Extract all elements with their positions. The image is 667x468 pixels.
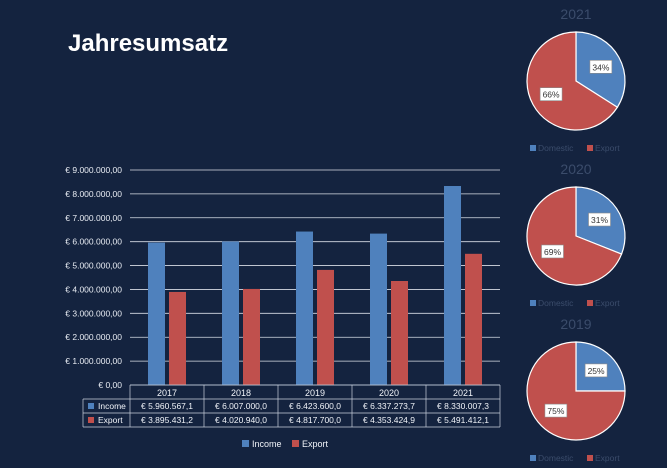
pie-slice-export xyxy=(526,31,619,131)
pie-legend-label: Domestic xyxy=(538,453,574,463)
y-tick-label: € 5.000.000,00 xyxy=(65,261,122,271)
x-tick-label: 2021 xyxy=(453,388,473,398)
bar-export xyxy=(317,269,334,385)
pie-legend-label: Domestic xyxy=(538,143,574,153)
table-legend-key xyxy=(88,417,94,423)
data-label: € 6.007.000,0 xyxy=(215,401,267,411)
x-tick-label: 2017 xyxy=(157,388,177,398)
data-label: € 6.337.273,7 xyxy=(363,401,415,411)
pie-legend-key xyxy=(587,145,593,151)
pie-title: 2020 xyxy=(560,161,591,177)
pie-data-label: 31% xyxy=(591,215,608,225)
data-label: € 4.817.700,0 xyxy=(289,415,341,425)
pie-label-box xyxy=(589,60,613,74)
pie-data-label: 34% xyxy=(592,62,609,72)
pie-legend-key xyxy=(530,145,536,151)
y-tick-label: € 0,00 xyxy=(98,380,122,390)
bar-income xyxy=(370,233,387,385)
page-title: Jahresumsatz xyxy=(68,30,229,57)
y-tick-label: € 8.000.000,00 xyxy=(65,189,122,199)
pie-legend-label: Export xyxy=(595,143,620,153)
pie-title: 2021 xyxy=(560,6,591,22)
bar-income xyxy=(296,231,313,385)
pie-data-label: 66% xyxy=(543,90,560,100)
legend-key xyxy=(242,440,249,447)
legend-label: Income xyxy=(252,439,282,449)
y-tick-label: € 1.000.000,00 xyxy=(65,356,122,366)
data-label: € 8.330.007,3 xyxy=(437,401,489,411)
table-series-label: Export xyxy=(98,415,123,425)
bar-export xyxy=(169,291,186,385)
pie-label-box xyxy=(584,363,608,378)
bar-export xyxy=(391,281,408,385)
y-tick-label: € 7.000.000,00 xyxy=(65,213,122,223)
pie-data-label: 69% xyxy=(544,247,561,257)
pie-title: 2019 xyxy=(560,316,591,332)
pie-legend-label: Export xyxy=(595,453,620,463)
y-tick-label: € 2.000.000,00 xyxy=(65,332,122,342)
bar-income xyxy=(148,242,165,385)
y-tick-label: € 6.000.000,00 xyxy=(65,237,122,247)
data-label: € 6.423.600,0 xyxy=(289,401,341,411)
y-tick-label: € 4.000.000,00 xyxy=(65,284,122,294)
data-label: € 5.960.567,1 xyxy=(141,401,193,411)
pie-data-label: 75% xyxy=(547,406,564,416)
data-label: € 5.491.412,1 xyxy=(437,415,489,425)
table-series-label: Income xyxy=(98,401,126,411)
pie-label-box xyxy=(539,87,563,101)
pie-label-box xyxy=(544,403,568,418)
pie-legend-key xyxy=(530,300,536,306)
pie-legend-label: Domestic xyxy=(538,298,574,308)
x-tick-label: 2020 xyxy=(379,388,399,398)
table-legend-key xyxy=(88,403,94,409)
x-tick-label: 2018 xyxy=(231,388,251,398)
pie-label-box xyxy=(541,244,564,259)
data-label: € 4.353.424,9 xyxy=(363,415,415,425)
bar-export xyxy=(465,253,482,385)
pie-label-box xyxy=(588,212,611,227)
legend-key xyxy=(292,440,299,447)
pie-legend-key xyxy=(530,455,536,461)
pie-legend-key xyxy=(587,455,593,461)
pie-legend-label: Export xyxy=(595,298,620,308)
pie-slice-export xyxy=(526,186,623,286)
bar-income xyxy=(444,186,461,385)
bar-export xyxy=(243,288,260,385)
legend-label: Export xyxy=(302,439,329,449)
x-tick-label: 2019 xyxy=(305,388,325,398)
data-label: € 4.020.940,0 xyxy=(215,415,267,425)
y-tick-label: € 9.000.000,00 xyxy=(65,165,122,175)
pie-legend-key xyxy=(587,300,593,306)
data-label: € 3.895.431,2 xyxy=(141,415,193,425)
bar-income xyxy=(222,241,239,385)
pie-data-label: 25% xyxy=(588,366,605,376)
y-tick-label: € 3.000.000,00 xyxy=(65,308,122,318)
